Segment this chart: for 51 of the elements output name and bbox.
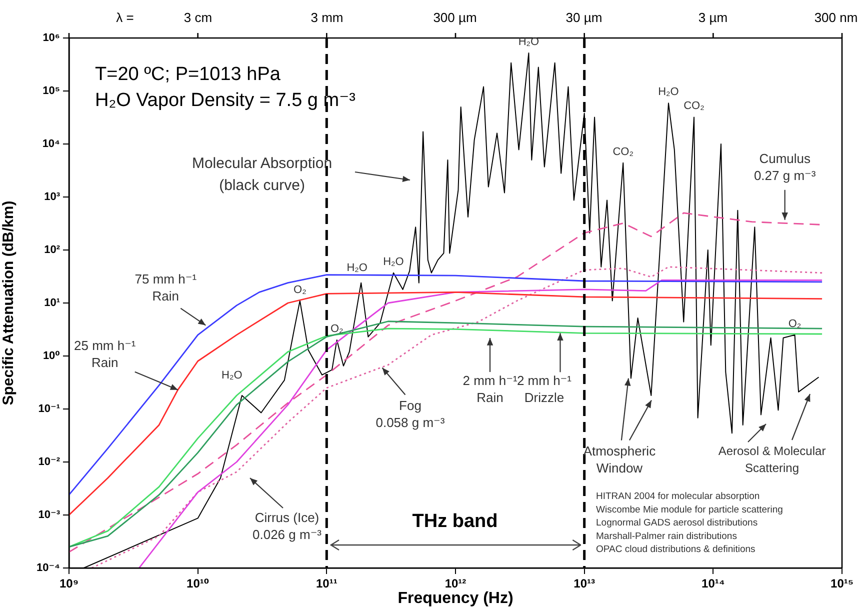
annotation: T=20 ºC; P=1013 hPa	[95, 64, 281, 85]
annotation: Atmospheric Window	[583, 443, 656, 476]
x-tick-label: 10¹²	[444, 576, 466, 591]
text: 3 µm	[698, 10, 728, 25]
annotation: Molecular Absorption (black curve)	[192, 155, 332, 194]
y-tick-label: 10⁻⁴	[36, 562, 60, 574]
text: 300 nm	[814, 10, 858, 25]
x-axis-title: Frequency (Hz)	[398, 590, 514, 607]
annotation: O₂	[330, 323, 344, 336]
annotation: Cumulus 0.27 g m⁻³	[754, 150, 816, 183]
y-tick-label: 10³	[44, 191, 60, 204]
x-tick-label: 10¹¹	[316, 576, 338, 591]
annotation: H₂O	[383, 256, 404, 268]
y-tick-label: 10²	[44, 244, 60, 256]
x-tick-label: 10¹⁴	[702, 576, 725, 591]
y-tick-label: 10¹	[44, 297, 60, 310]
y-tick-label: 10⁻¹	[38, 403, 60, 416]
annotation: H₂O	[658, 86, 680, 98]
annotation: THz band	[412, 511, 498, 532]
annotation: HITRAN 2004 for molecular absorption Wiscombe Mie module for particle scattering Lognormal GADS aerosol distributions Marshall-Palmer rain distributions OPAC cloud distributions & definitions	[596, 491, 783, 556]
annotation: 25 mm h⁻¹ Rain	[74, 338, 136, 370]
text: 300 µm	[433, 10, 477, 25]
annotation: Aerosol & Molecular Scattering	[718, 444, 826, 475]
annotation: 2 mm h⁻¹ Drizzle	[516, 373, 572, 406]
annotation: 2 mm h⁻¹ Rain	[462, 373, 518, 405]
x-tick-label: 10¹³	[574, 576, 596, 591]
annotation: H₂O Vapor Density = 7.5 g m⁻³	[95, 90, 356, 111]
annotation: H₂O	[346, 262, 368, 274]
annotation: H₂O	[222, 369, 243, 382]
annotation: 75 mm h⁻¹ Rain	[134, 271, 198, 304]
y-tick-label: 10⁻³	[38, 509, 60, 522]
y-tick-label: 10⁰	[42, 350, 60, 362]
annotation: CO₂	[684, 100, 704, 112]
y-tick-label: 10⁵	[42, 85, 60, 98]
x-tick-label: 10¹⁵	[830, 576, 854, 591]
y-tick-label: 10⁻²	[38, 456, 60, 468]
x-tick-label: 10⁹	[59, 576, 79, 591]
annotation: H₂O	[518, 36, 540, 48]
annotation: CO₂	[612, 146, 634, 158]
y-tick-label: 10⁴	[42, 138, 60, 150]
text: λ =	[116, 10, 134, 25]
annotation: O₂	[788, 318, 802, 330]
y-axis-title: Specific Attenuation (dB/km)	[0, 200, 18, 406]
y-tick-label: 10⁶	[42, 32, 60, 44]
annotation: Cirrus (Ice) 0.026 g m⁻³	[252, 510, 322, 542]
annotation: O₂	[294, 284, 306, 296]
text: 3 cm	[184, 10, 212, 25]
annotation: Fog 0.058 g m⁻³	[376, 398, 446, 430]
text: 30 µm	[566, 10, 602, 25]
text: 3 mm	[310, 10, 344, 25]
x-tick-label: 10¹⁰	[186, 576, 210, 591]
